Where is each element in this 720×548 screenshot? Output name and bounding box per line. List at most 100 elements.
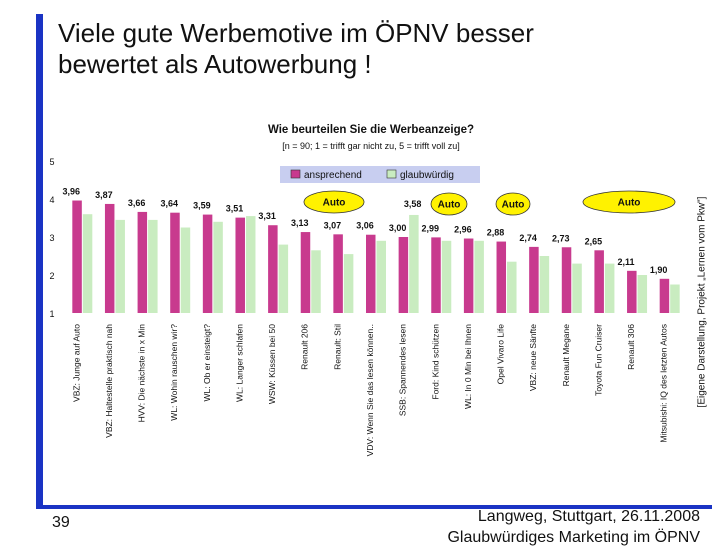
category-label: Renault 306 (626, 324, 636, 370)
value-label: 3,66 (128, 198, 146, 208)
value-label: 3,07 (324, 220, 342, 230)
source-note-wrap: [Eigene Darstellung, Projekt „Lernen vom… (694, 100, 710, 504)
footer-line-2: Glaubwürdiges Marketing im ÖPNV (447, 529, 700, 546)
bar-ansprechend (300, 232, 311, 313)
slide-title: Viele gute Werbemotive im ÖPNV besser be… (58, 18, 678, 80)
auto-badge-label: Auto (502, 200, 525, 211)
value-label: 3,06 (356, 221, 374, 231)
value-label: 2,65 (585, 236, 603, 246)
value-labels: 3,96 3,87 3,66 3,64 3,59 3,51 3,31 3,13 3,07 3,06… (63, 187, 668, 275)
footer-line-1: Langweg, Stuttgart, 26.11.2008 (477, 508, 700, 525)
bar-ansprechend (627, 270, 637, 313)
source-note: [Eigene Darstellung, Projekt „Lernen vom… (696, 196, 708, 408)
bar-ansprechend (398, 237, 409, 313)
bar-ansprechend (235, 217, 245, 313)
bar-glaubwuerdig (637, 275, 648, 313)
bar-glaubwuerdig (474, 240, 484, 313)
category-label: HVV: Die nächste in x Min (137, 324, 147, 423)
auto-badges: Auto Auto Auto Auto (303, 190, 676, 216)
bar-glaubwuerdig (311, 250, 321, 313)
legend-label: ansprechend (304, 170, 362, 181)
value-label: 2,11 (618, 257, 635, 267)
footer: Langweg, Stuttgart, 26.11.2008 Glaubwürd… (400, 506, 700, 548)
category-label: VBZ: neue Sänfte (528, 324, 538, 391)
legend-background (280, 166, 480, 183)
category-label: VBZ: Junge auf Auto (71, 324, 81, 402)
category-label: WL: In 0 Min bei Ihnen (463, 324, 473, 409)
category-label: WL: Wohin rauschen wir? (169, 324, 179, 421)
slide-title-line-2: bewertet als Autowerbung ! (58, 49, 372, 79)
auto-badge (582, 190, 676, 214)
value-label: 2,96 (454, 225, 472, 235)
auto-badge-label: Auto (618, 198, 641, 209)
value-label: 3,31 (258, 211, 276, 221)
bar-glaubwuerdig (180, 227, 191, 313)
category-label: WL: Langer schlafen (234, 324, 244, 402)
category-label: Renault 206 (300, 324, 310, 370)
y-axis-ticks: 1 2 3 4 5 (49, 157, 54, 319)
bar-glaubwuerdig (245, 216, 256, 313)
value-label: 1,90 (650, 265, 668, 275)
y-tick-label: 5 (49, 157, 54, 167)
category-label: Opel Vivaro Life (496, 324, 506, 385)
auto-badge (430, 192, 468, 216)
value-label: 3,00 (389, 223, 407, 233)
bar-ansprechend (659, 278, 670, 313)
bar-glaubwuerdig (604, 263, 615, 313)
bar-glaubwuerdig (115, 219, 125, 313)
y-tick-label: 1 (49, 309, 54, 319)
category-label: Renault: Stil (332, 324, 342, 370)
y-tick-label: 3 (49, 233, 54, 243)
ratings-bar-chart: Wie beurteilen Sie die Werbeanzeige? [n … (49, 124, 680, 457)
category-label: WSW: Küssen bei 50 (267, 324, 277, 404)
category-label: Renault Megane (561, 324, 571, 387)
value-label-extra: 3,58 (404, 199, 422, 209)
x-axis-labels: VBZ: Junge auf Auto VBZ: Haltestelle prak… (71, 324, 668, 457)
bar-glaubwuerdig (213, 221, 223, 313)
bar-glaubwuerdig (343, 254, 354, 313)
category-label: Ford: Kind schützen (430, 324, 440, 400)
bar-ansprechend (496, 241, 507, 313)
value-label: 2,74 (519, 233, 537, 243)
bar-glaubwuerdig (278, 244, 289, 313)
bar-ansprechend (594, 250, 604, 313)
bar-ansprechend (366, 234, 376, 313)
y-tick-label: 4 (49, 195, 54, 205)
auto-badge-label: Auto (438, 200, 461, 211)
bar-ansprechend (431, 237, 441, 313)
bottom-accent-rule (36, 505, 712, 509)
bars (72, 200, 680, 313)
category-label: VBZ: Haltestelle praktisch nah (104, 324, 114, 438)
bar-ansprechend (561, 247, 572, 313)
value-label: 3,59 (193, 201, 211, 211)
bar-ansprechend (333, 234, 343, 313)
bar-ansprechend (170, 212, 180, 313)
value-label: 3,51 (226, 204, 244, 214)
category-label: SSB: Spannendes lesen (398, 324, 408, 416)
bar-ansprechend (268, 225, 278, 313)
bar-ansprechend (202, 214, 213, 313)
category-label: Mitsubishi: IQ des letzten Autos (659, 324, 669, 443)
category-label: WL: Ob er einsteigt? (202, 324, 212, 402)
bar-glaubwuerdig (507, 261, 517, 313)
bar-glaubwuerdig (376, 240, 386, 313)
value-label: 3,13 (291, 218, 309, 228)
bar-glaubwuerdig (670, 284, 680, 313)
bar-glaubwuerdig (82, 214, 93, 313)
y-tick-label: 2 (49, 271, 54, 281)
category-label: VDV: Wenn Sie das lesen können.. (365, 324, 375, 456)
chart-subtitle: [n = 90; 1 = trifft gar nicht zu, 5 = tr… (282, 141, 460, 151)
bar-glaubwuerdig (441, 240, 452, 313)
bar-glaubwuerdig (409, 214, 419, 313)
bar-ansprechend (72, 200, 82, 313)
auto-badge (495, 192, 531, 216)
bar-ansprechend (137, 211, 148, 313)
left-accent-rule (36, 14, 43, 508)
bar-glaubwuerdig (148, 219, 158, 313)
legend-label: glaubwürdig (400, 170, 454, 181)
value-label: 3,64 (160, 199, 178, 209)
auto-badge-label: Auto (323, 198, 346, 209)
category-label: Toyota Fun Cruiser (593, 324, 603, 396)
page-number: 39 (52, 514, 70, 531)
bar-glaubwuerdig (539, 256, 550, 313)
